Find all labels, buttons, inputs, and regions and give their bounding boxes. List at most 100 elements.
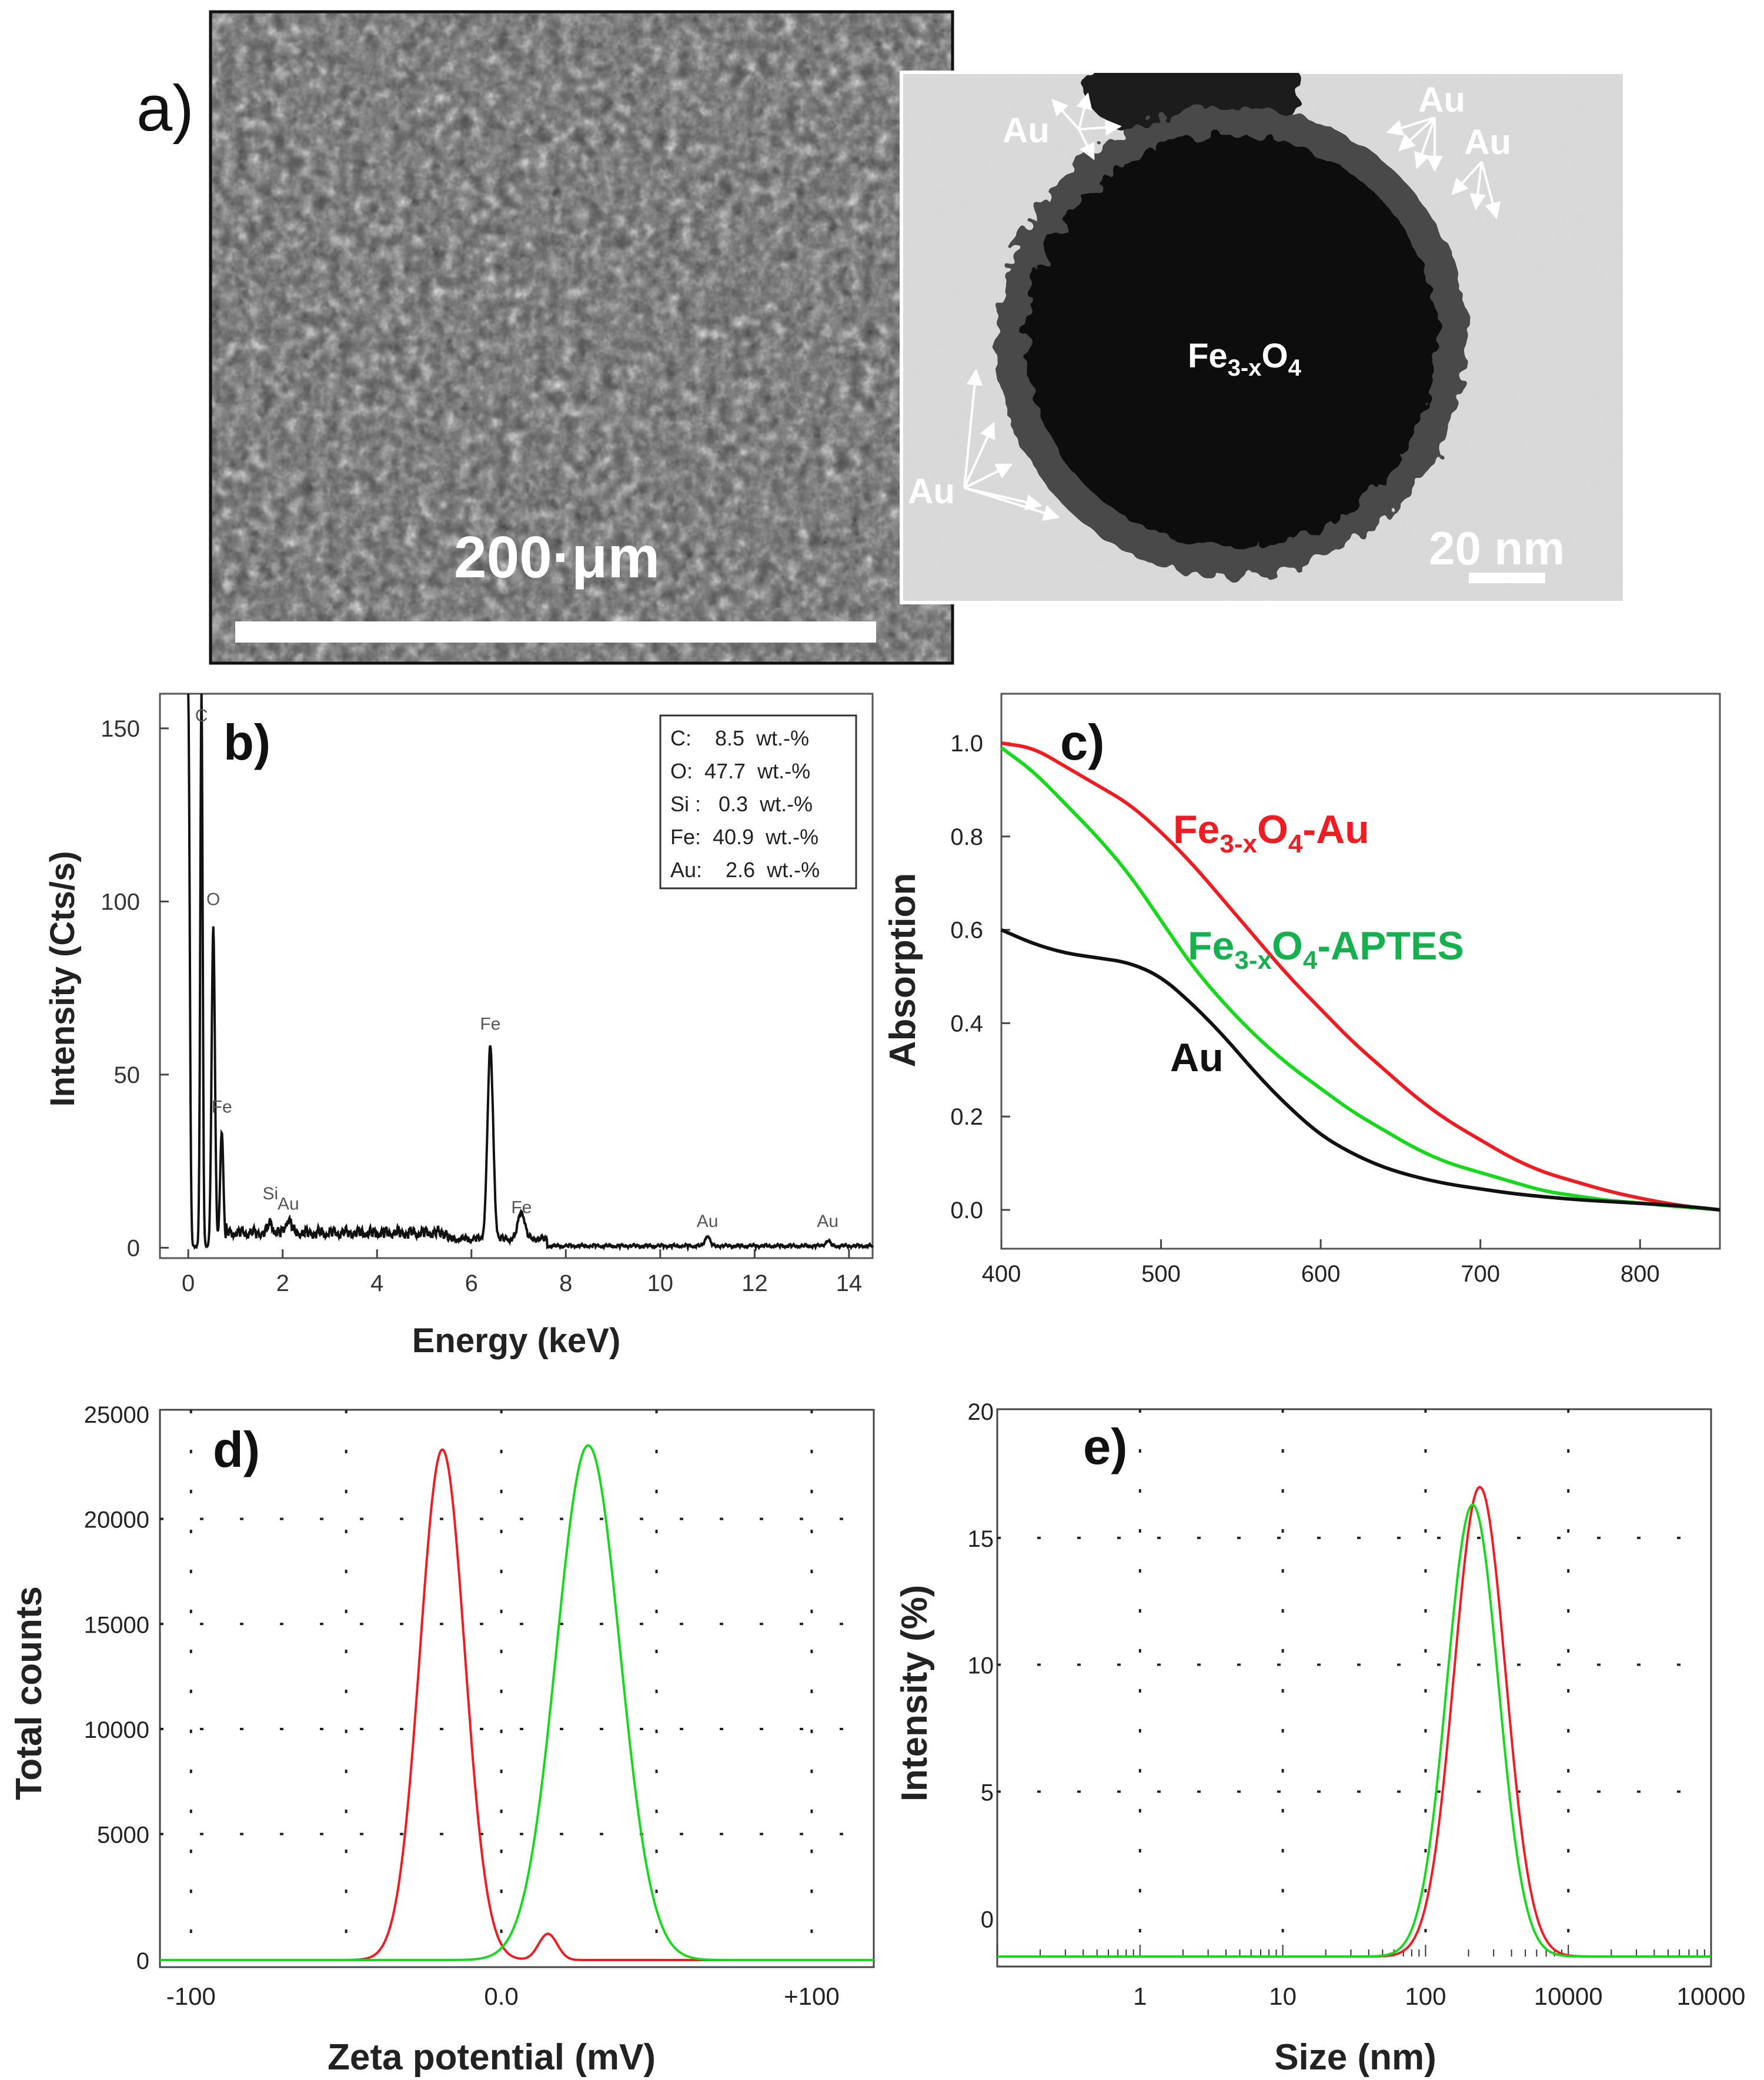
panel-b-label: b)	[223, 715, 270, 771]
eds-spectrum	[187, 693, 874, 1253]
panel-c-axes: 400 500 600 700 800 0.0 0.2 0.4 0.6 0.8 1.0	[950, 731, 1659, 1287]
y-tick-label: 20	[968, 1399, 994, 1425]
y-tick-label: 1.0	[950, 731, 983, 757]
legend-entry: O: 47.7 wt.-%	[670, 759, 810, 783]
y-tick-label: 0	[127, 1235, 140, 1261]
panel-e-ylabel: Intensity (%)	[894, 1585, 935, 1802]
panel-d-ylabel: Total counts	[9, 1586, 49, 1800]
x-tick-label: +100	[784, 1982, 840, 2010]
x-tick-label: 8	[559, 1270, 572, 1296]
panel-c-series	[1000, 741, 1720, 1212]
panel-d-series	[160, 1444, 874, 1961]
panel-b-ylabel: Intensity (Cts/s)	[44, 851, 82, 1106]
y-tick-label: 0	[136, 1948, 149, 1974]
panel-d-plot-frame	[159, 1409, 875, 1968]
x-tick-label: 10	[1269, 1982, 1297, 2010]
au-label: Au	[908, 471, 955, 511]
y-tick-label: 0.2	[950, 1104, 983, 1130]
panel-b-axes: 0 2 4 6 8 10 12 14 0 50 100 150	[101, 716, 862, 1296]
x-tick-label: 0.0	[484, 1982, 518, 2010]
absorption-series-green	[1000, 746, 1720, 1212]
y-tick-label: 5000	[97, 1822, 149, 1848]
y-tick-label: 0.0	[950, 1198, 983, 1223]
panel-b-frame	[159, 693, 874, 1259]
y-tick-label: 0	[981, 1907, 994, 1932]
composition-legend: C: 8.5 wt.-% O: 47.7 wt.-% Si : 0.3 wt.-…	[659, 714, 857, 889]
legend-entry: C: 8.5 wt.-%	[670, 726, 809, 750]
sem-image: 200·μm	[209, 10, 954, 665]
au-label: Au	[1418, 80, 1465, 119]
x-tick-label: 700	[1461, 1261, 1500, 1287]
series-label-fe-aptes: Fe3-xO4-APTES	[1188, 924, 1464, 975]
series-label-au: Au	[1170, 1035, 1224, 1080]
panel-c-label: c)	[1060, 715, 1105, 771]
y-tick-label: 0.8	[950, 824, 983, 850]
panel-c-ylabel: Absorption	[883, 873, 923, 1068]
x-tick-label: 10	[647, 1270, 674, 1296]
panel-d: d) -100 0.0 +1002500020000150001000050000 …	[9, 1402, 875, 2078]
panel-e: e) 1 10 100 10000 10000 20 15 10 5 0 Size (nm) In…	[894, 1399, 1745, 2078]
x-tick-label: -100	[166, 1982, 216, 2010]
tem-image: Fe3-xO4 Au Au Au Au	[900, 71, 1626, 604]
y-tick-label: 10	[968, 1653, 994, 1679]
peak-label: Au	[817, 1212, 838, 1231]
tem-scale-label: 20 nm	[1429, 522, 1565, 574]
peak-label: Fe	[480, 1014, 500, 1034]
y-tick-label: 50	[114, 1062, 141, 1088]
x-tick-label: 6	[465, 1270, 478, 1296]
tem-scale-bar	[1469, 573, 1545, 583]
x-tick-label: 0	[182, 1270, 195, 1296]
y-tick-label: 25000	[84, 1402, 149, 1428]
size-series-green	[997, 1503, 1711, 1958]
x-tick-label: 12	[741, 1270, 768, 1296]
peak-label: C	[195, 706, 208, 725]
au-label: Au	[1003, 111, 1050, 150]
y-tick-label: 150	[101, 716, 140, 742]
au-label: Au	[1464, 122, 1511, 162]
y-tick-label: 100	[101, 889, 140, 915]
peak-label: Au	[697, 1212, 719, 1231]
absorption-series-red	[1001, 741, 1720, 1212]
x-tick-label: 500	[1141, 1261, 1181, 1287]
panel-e-plot-frame	[996, 1408, 1712, 1968]
x-tick-label: 10000	[1677, 1982, 1746, 2010]
panel-e-series	[997, 1486, 1711, 1958]
zeta-series-green	[160, 1444, 874, 1961]
panel-e-label: e)	[1083, 1419, 1128, 1475]
panel-d-axes: -100 0.0 +100 25000 20000 15000 10000 5000 0	[84, 1402, 874, 2010]
peak-label: Fe	[212, 1098, 232, 1117]
panel-d-label: d)	[213, 1422, 260, 1478]
panel-c-frame	[1000, 693, 1721, 1250]
panel-a-label: a)	[136, 72, 194, 145]
y-tick-label: 0.6	[950, 918, 983, 944]
panel-c: c) 400 500 600 700 800 0.0 0.2 0.4 0.6 0.8 1.0 Fe3…	[883, 693, 1721, 1287]
y-tick-label: 15	[968, 1526, 994, 1552]
y-tick-label: 0.4	[950, 1011, 983, 1036]
panel-b-xlabel: Energy (keV)	[412, 1322, 621, 1360]
y-tick-label: 10000	[84, 1717, 149, 1743]
panel-e-axes: 1 10 100 10000 10000 20 15 10 5 0	[968, 1399, 1746, 2010]
x-tick-label: 1	[1133, 1982, 1147, 2010]
y-tick-label: 5	[981, 1780, 994, 1805]
panel-a: a) 200·μm Fe3-xO4 Au Au Au Au	[136, 10, 1626, 665]
peak-label: O	[206, 889, 220, 909]
sem-scale-label: 200·μm	[454, 524, 660, 590]
x-tick-label: 400	[982, 1261, 1021, 1287]
legend-box	[659, 714, 857, 889]
x-tick-label: 100	[1405, 1982, 1446, 2010]
tem-core-label: Fe3-xO4	[1188, 337, 1302, 381]
absorption-series-black	[1000, 928, 1720, 1212]
panel-e-xlabel: Size (nm)	[1274, 2037, 1436, 2078]
y-tick-label: 20000	[84, 1507, 149, 1533]
au-arrows	[963, 92, 1501, 521]
legend-entry: Au: 2.6 wt.-%	[670, 858, 820, 882]
x-tick-label: 800	[1621, 1261, 1660, 1287]
sem-scale-bar	[235, 621, 876, 643]
x-tick-label: 4	[370, 1270, 383, 1296]
peak-label: Si	[262, 1184, 278, 1203]
peak-label: Au	[278, 1195, 299, 1214]
legend-entry: Si : 0.3 wt.-%	[670, 792, 813, 816]
